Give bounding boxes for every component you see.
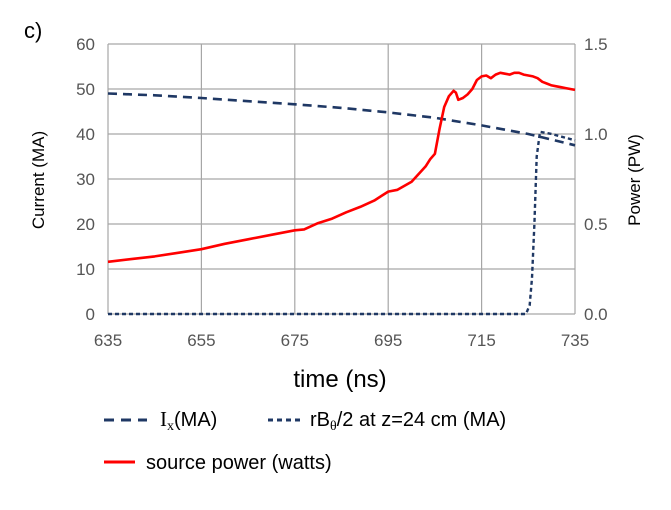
y2-tick-label: 0.0 <box>584 305 608 324</box>
x-tick-label: 715 <box>467 331 495 350</box>
y2-tick-label: 1.5 <box>584 35 608 54</box>
y-axis-label: Current (MA) <box>29 131 48 229</box>
y-tick-label: 10 <box>76 260 95 279</box>
y-tick-label: 20 <box>76 215 95 234</box>
y-tick-label: 60 <box>76 35 95 54</box>
series-layer <box>107 71 576 316</box>
x-tick-label: 635 <box>94 331 122 350</box>
legend: Ix(MA) rBθ/2 at z=24 cm (MA) source powe… <box>104 407 506 474</box>
legend-label-ix: Ix(MA) <box>160 407 217 434</box>
y-tick-label: 30 <box>76 170 95 189</box>
series-ix-line <box>107 92 576 147</box>
series-power-line <box>107 71 576 264</box>
series-rb-line <box>108 130 576 316</box>
legend-label-rb: rBθ/2 at z=24 cm (MA) <box>310 409 506 434</box>
x-tick-label: 675 <box>281 331 309 350</box>
y2-axis-label: Power (PW) <box>625 134 644 226</box>
panel-label: c) <box>24 18 42 43</box>
ticks: 0 10 20 30 40 50 60 0.0 0.5 1.0 1.5 635 655 675 695 715… <box>76 35 608 350</box>
y-tick-label: 0 <box>86 305 95 324</box>
x-tick-label: 655 <box>187 331 215 350</box>
y2-tick-label: 1.0 <box>584 125 608 144</box>
y-tick-label: 40 <box>76 125 95 144</box>
x-axis-label: time (ns) <box>293 366 386 393</box>
legend-label-power: source power (watts) <box>146 452 332 474</box>
y-tick-label: 50 <box>76 80 95 99</box>
x-tick-label: 735 <box>561 331 589 350</box>
grid <box>107 43 576 315</box>
y2-tick-label: 0.5 <box>584 215 608 234</box>
x-tick-label: 695 <box>374 331 402 350</box>
